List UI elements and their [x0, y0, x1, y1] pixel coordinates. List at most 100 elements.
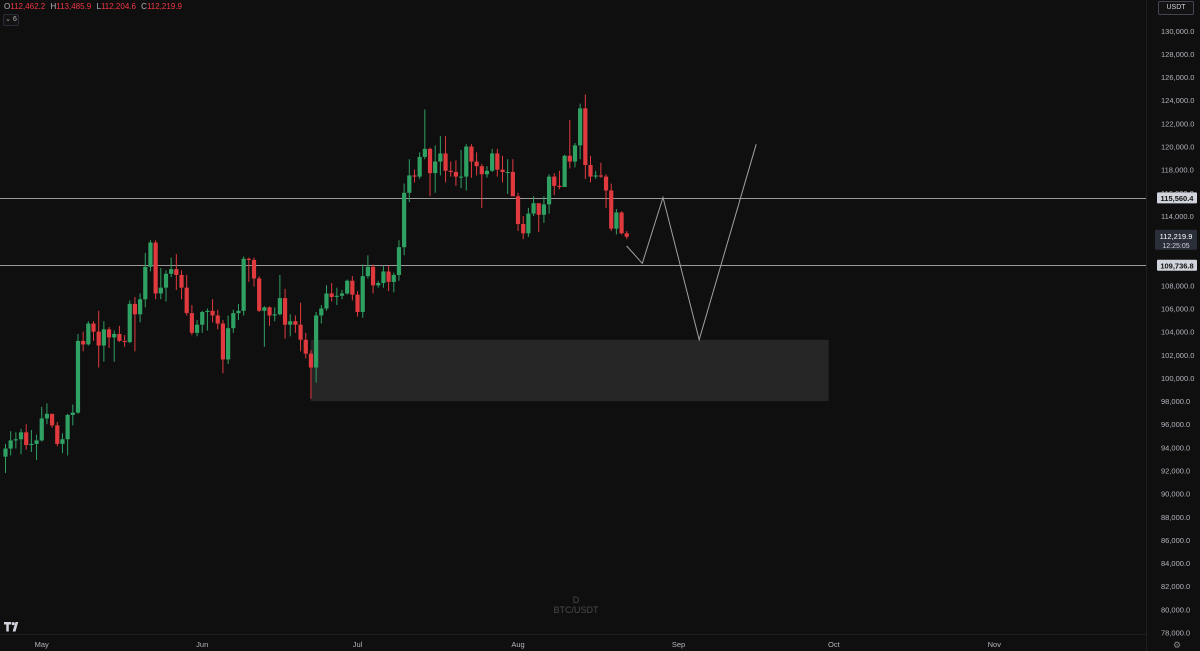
candle-body	[55, 425, 60, 444]
candle-body	[521, 224, 526, 234]
currency-selector[interactable]: USDT	[1158, 1, 1194, 15]
time-axis[interactable]: May Jun Jul Aug Sep Oct Nov	[0, 634, 1146, 650]
chevron-down-icon: ⌄	[5, 16, 11, 23]
candle-body	[24, 432, 29, 446]
candle-body	[101, 329, 106, 346]
candle-body	[515, 196, 521, 225]
price-tick-label: 86,000.0	[1161, 536, 1190, 545]
level-price-label-background	[1157, 192, 1197, 204]
time-tick-label: Nov	[988, 640, 1002, 649]
candle-body	[572, 145, 578, 162]
candle-body	[557, 185, 562, 188]
candle-body	[106, 329, 112, 338]
price-axis[interactable]: 130,000.0 128,000.0 126,000.0 124,000.0 122,…	[1146, 0, 1200, 651]
close-value: 112,219.9	[146, 2, 182, 11]
projection-layer	[626, 144, 757, 342]
price-tick-label: 124,000.0	[1161, 96, 1194, 105]
price-tick-label: 92,000.0	[1161, 467, 1190, 476]
candle-body	[407, 175, 412, 193]
candle-body	[18, 432, 24, 440]
candle-body	[427, 148, 433, 174]
close-label: C	[141, 2, 147, 11]
candle-body	[609, 190, 614, 229]
candle-body	[138, 299, 143, 315]
candle-body	[60, 439, 65, 444]
candle-body	[163, 273, 169, 288]
candle-body	[624, 233, 629, 237]
candle-body	[257, 278, 262, 311]
candle-body	[578, 108, 583, 146]
candle-body	[603, 176, 609, 191]
low-value: 112,204.6	[100, 2, 136, 11]
tradingview-logo[interactable]	[4, 619, 22, 637]
candle-body	[282, 298, 288, 325]
demand-zone[interactable]	[310, 339, 829, 402]
price-tick-label: 118,000.0	[1161, 166, 1194, 175]
chart-watermark: D BTC/USDT	[500, 595, 652, 615]
candle-body	[236, 310, 241, 314]
candle-body	[412, 175, 417, 177]
candle-body	[272, 314, 277, 316]
candle-body	[117, 333, 122, 341]
candle-body	[231, 313, 236, 329]
candle-body	[169, 269, 174, 274]
projection-path[interactable]	[626, 144, 757, 342]
candle-body	[86, 323, 91, 345]
candle-body	[417, 156, 422, 177]
price-tick-label: 106,000.0	[1161, 305, 1194, 314]
time-tick-label: Oct	[828, 640, 841, 649]
candle-body	[500, 169, 505, 172]
candle-body	[210, 310, 215, 316]
candle-body	[433, 161, 438, 174]
time-tick-label: Jul	[353, 640, 363, 649]
candle-countdown: 12:25:05	[1162, 243, 1189, 250]
candle-body	[495, 153, 500, 170]
candle-body	[184, 287, 189, 314]
settings-gear-icon[interactable]: ⚙	[1173, 640, 1182, 650]
candle-body	[158, 287, 163, 294]
current-price-label-background	[1155, 229, 1197, 250]
watermark-symbol: BTC/USDT	[553, 605, 599, 615]
level-price-label: 115,560.4	[1161, 194, 1195, 203]
candle-body	[479, 166, 484, 175]
candle-body	[381, 271, 386, 284]
candle-body	[13, 439, 18, 441]
candle-body	[277, 298, 282, 315]
candle-body	[438, 153, 443, 162]
candle-body	[194, 324, 200, 333]
candle-body	[49, 413, 55, 426]
candle-body	[298, 324, 303, 340]
price-tick-label: 122,000.0	[1161, 119, 1194, 128]
candle-body	[267, 307, 272, 316]
high-value: 113,485.9	[56, 2, 92, 11]
price-tick-label: 128,000.0	[1161, 50, 1194, 59]
candle-body	[3, 448, 8, 457]
price-tick-label: 84,000.0	[1161, 559, 1190, 568]
demand-zone-layer	[310, 339, 829, 402]
candle-body	[127, 303, 132, 343]
ohlc-legend: O112,462.2 H113,485.9 L112,204.6 C112,21…	[4, 2, 185, 11]
candle-body	[29, 443, 34, 446]
open-label: O	[4, 2, 11, 11]
candle-body	[546, 176, 552, 205]
candle-body	[8, 440, 13, 449]
candle-body	[541, 204, 547, 215]
candle-body	[396, 247, 402, 275]
indicators-collapse-button[interactable]: ⌄ 6	[3, 14, 19, 26]
candle-body	[370, 266, 376, 286]
level-price-label-background	[1157, 259, 1197, 271]
price-tick-label: 102,000.0	[1161, 351, 1194, 360]
candle-body	[200, 311, 205, 325]
open-value: 112,462.2	[10, 2, 46, 11]
candles-layer	[3, 94, 629, 473]
candle-body	[443, 153, 448, 171]
candle-body	[75, 340, 81, 413]
price-tick-label: 82,000.0	[1161, 582, 1190, 591]
time-tick-label: Jun	[196, 640, 208, 649]
price-tick-label: 108,000.0	[1161, 281, 1194, 290]
candle-body	[241, 258, 246, 311]
candle-body	[189, 313, 194, 333]
candle-body	[215, 315, 220, 324]
candle-body	[484, 170, 490, 175]
